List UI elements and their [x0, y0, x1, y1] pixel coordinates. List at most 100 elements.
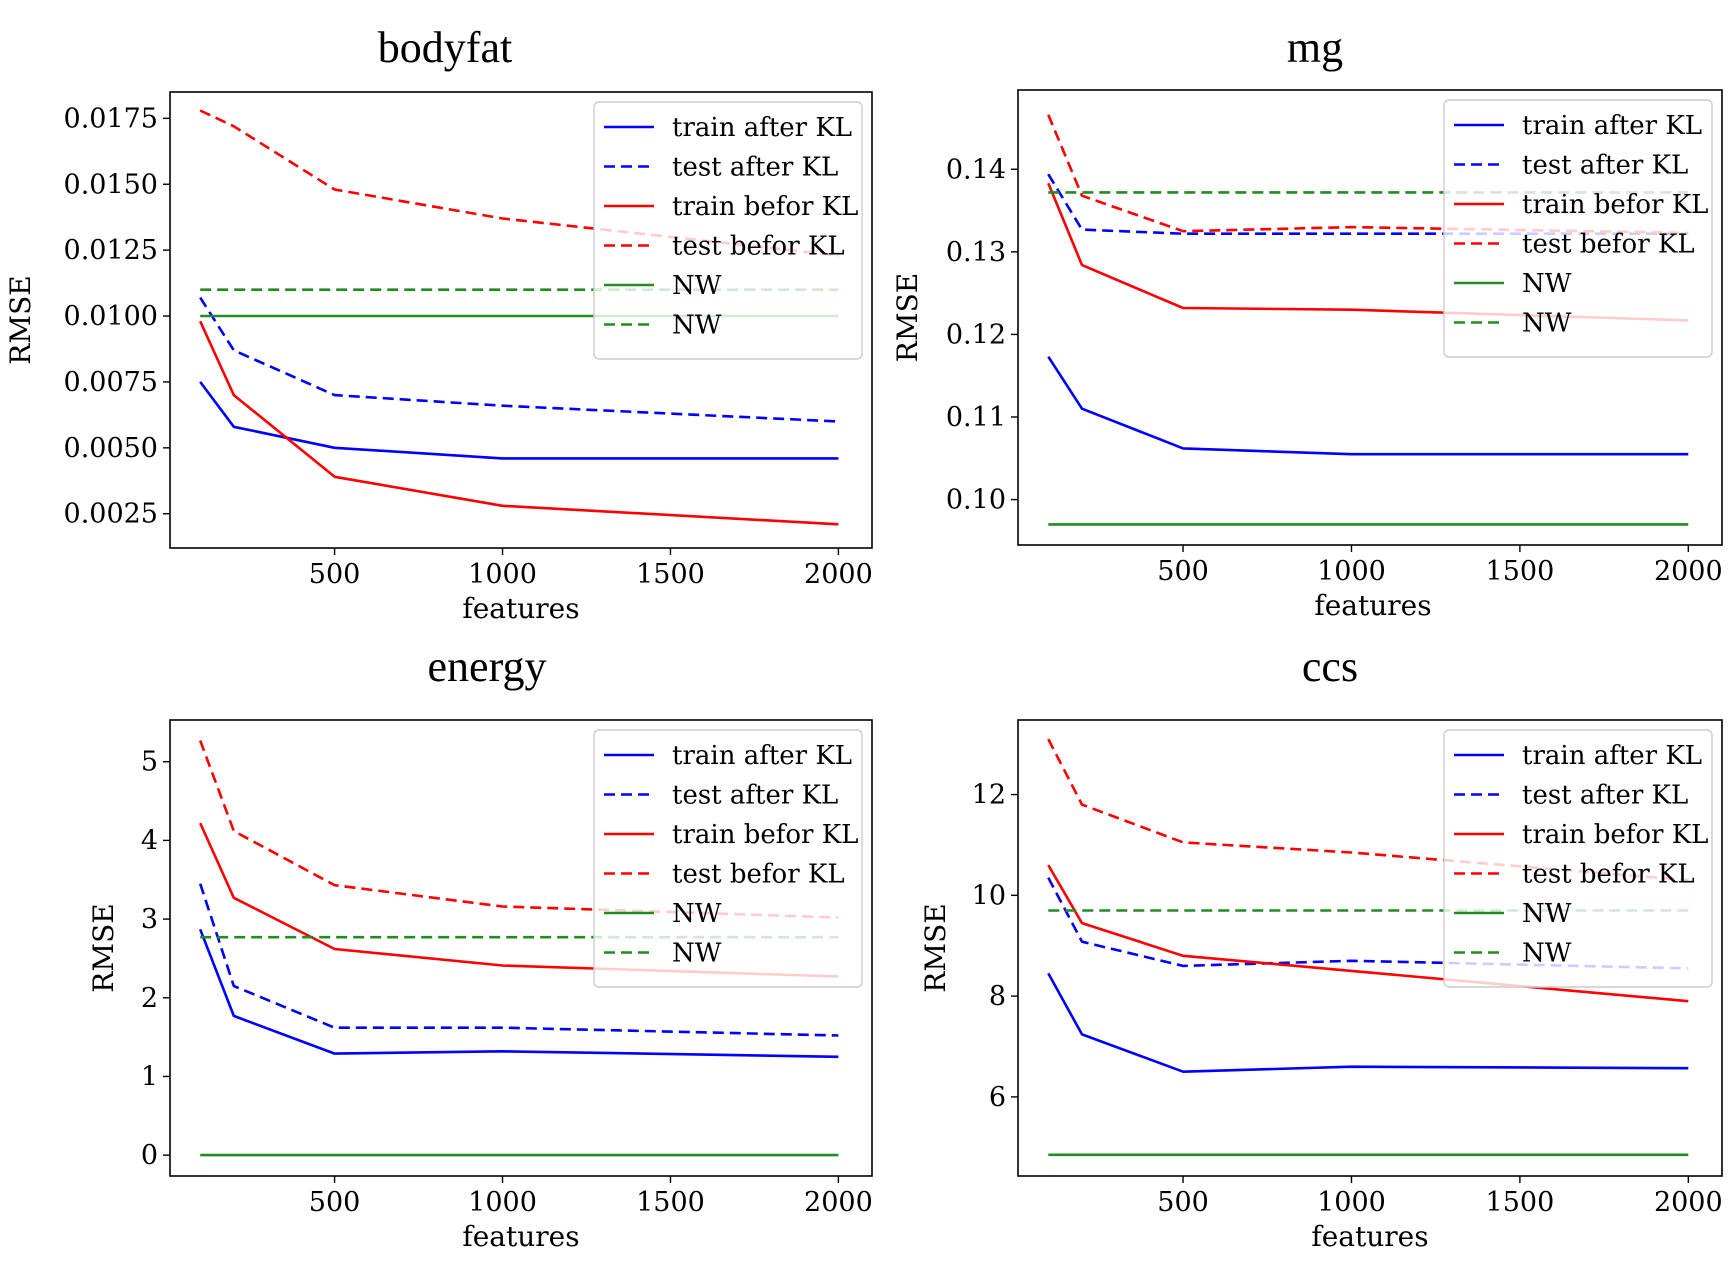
chart-energy: energy 500 1000 1500 2000 0 1 2 3 4 5 features RMSE t… — [87, 642, 873, 1253]
chart-title: ccs — [1302, 642, 1358, 691]
y-tick-label: 0.0025 — [64, 499, 158, 530]
legend-label: test after KL — [672, 781, 838, 811]
y-tick-label: 3 — [141, 904, 158, 935]
y-tick-label: 0.0125 — [64, 235, 158, 266]
x-tick-label: 1000 — [468, 559, 537, 590]
legend-label: train befor KL — [1522, 820, 1708, 850]
series-line-train-befor-kl — [199, 320, 839, 526]
legend: train after KL test after KL train befor K… — [593, 729, 863, 988]
x-tick-label: 1500 — [1486, 1187, 1555, 1218]
legend-label: train befor KL — [672, 820, 858, 850]
legend-label: NW — [672, 311, 722, 341]
legend-label: NW — [1522, 269, 1572, 299]
legend-label: test befor KL — [1522, 860, 1695, 890]
legend-box — [593, 101, 863, 360]
plot-frame — [1017, 719, 1723, 1177]
y-tick-label: 0.0100 — [64, 301, 158, 332]
plot-frame — [169, 719, 873, 1177]
legend-label: test befor KL — [1522, 230, 1695, 260]
x-tick-label: 1500 — [1486, 556, 1555, 587]
y-tick-label: 2 — [141, 983, 158, 1014]
x-tick-label: 500 — [1157, 556, 1209, 587]
y-tick-label: 0.0075 — [64, 367, 158, 398]
legend-label: NW — [1522, 939, 1572, 969]
y-tick-label: 6 — [989, 1082, 1006, 1113]
y-axis-label: RMSE — [87, 903, 120, 992]
legend-label: test befor KL — [672, 232, 845, 262]
chart-title: bodyfat — [378, 23, 512, 72]
series-line-train-after-kl — [1047, 972, 1689, 1073]
x-axis-label: features — [462, 592, 579, 625]
x-axis-label: features — [462, 1220, 579, 1253]
y-tick-label: 8 — [989, 981, 1006, 1012]
legend-box — [1443, 99, 1713, 358]
x-tick-label: 500 — [1157, 1187, 1209, 1218]
y-tick-label: 1 — [141, 1061, 158, 1092]
legend: train after KL test after KL train befor K… — [1443, 729, 1713, 988]
y-tick-label: 0.14 — [946, 154, 1006, 185]
x-axis-label: features — [1314, 589, 1431, 622]
legend: train after KL test after KL train befor K… — [1443, 99, 1713, 358]
legend: train after KL test after KL train befor K… — [593, 101, 863, 360]
legend-box — [593, 729, 863, 988]
legend-label: NW — [672, 939, 722, 969]
chart-ccs: ccs 500 1000 1500 2000 6 8 10 12 features RMSE trai… — [919, 642, 1723, 1253]
chart-mg: mg 500 1000 1500 2000 0.10 0.11 0.12 0.13 0.14 fea… — [891, 23, 1723, 622]
x-tick-label: 2000 — [1654, 556, 1723, 587]
y-tick-label: 12 — [972, 780, 1006, 811]
legend-label: train after KL — [1522, 741, 1702, 771]
y-tick-label: 0.11 — [946, 402, 1006, 433]
y-tick-label: 0.12 — [946, 319, 1006, 350]
legend-label: test after KL — [1522, 151, 1688, 181]
chart-title: mg — [1287, 23, 1343, 72]
x-tick-label: 2000 — [804, 1187, 873, 1218]
series-line-test-after-kl-dashed — [199, 296, 839, 423]
series-line-test-befor-kl-dashed — [198, 740, 839, 919]
series-line-test-befor-kl-dashed — [199, 109, 839, 257]
x-tick-label: 2000 — [1654, 1187, 1723, 1218]
y-tick-label: 0.0175 — [64, 103, 158, 134]
series-line-train-after-kl — [199, 381, 839, 460]
plot-frame — [169, 91, 873, 549]
y-tick-label: 0.0050 — [64, 433, 158, 464]
x-tick-label: 2000 — [804, 559, 873, 590]
legend-label: test after KL — [672, 153, 838, 183]
legend-label: NW — [1522, 309, 1572, 339]
x-tick-label: 500 — [309, 559, 361, 590]
y-tick-label: 5 — [141, 747, 158, 778]
y-axis-label: RMSE — [919, 903, 952, 992]
x-axis-label: features — [1311, 1220, 1428, 1253]
legend-label: train befor KL — [672, 192, 858, 222]
legend-label: train befor KL — [1522, 190, 1708, 220]
series-line-train-after-kl — [198, 928, 839, 1059]
legend-label: train after KL — [672, 113, 852, 143]
series-line-train-after-kl — [1047, 355, 1689, 456]
legend-label: train after KL — [1522, 111, 1702, 141]
chart-title: energy — [428, 642, 547, 691]
y-axis-label: RMSE — [891, 273, 924, 362]
x-tick-label: 500 — [309, 1187, 361, 1218]
chart-bodyfat: bodyfat 500 1000 1500 2000 0.0025 0.0050 0.0075… — [4, 23, 873, 625]
y-tick-label: 0 — [141, 1140, 158, 1171]
legend-label: test after KL — [1522, 781, 1688, 811]
plot-frame — [1017, 89, 1723, 546]
legend-label: test befor KL — [672, 860, 845, 890]
y-axis-label: RMSE — [4, 275, 37, 364]
legend-label: NW — [672, 899, 722, 929]
x-tick-label: 1000 — [468, 1187, 537, 1218]
x-tick-label: 1000 — [1317, 1187, 1386, 1218]
x-tick-label: 1000 — [1317, 556, 1386, 587]
legend-box — [1443, 729, 1713, 988]
y-tick-label: 0.0150 — [64, 169, 158, 200]
y-tick-label: 0.13 — [946, 237, 1006, 268]
legend-label: NW — [672, 271, 722, 301]
series-line-test-after-kl-dashed — [1047, 877, 1689, 970]
legend-label: NW — [1522, 899, 1572, 929]
legend-label: train after KL — [672, 741, 852, 771]
series-line-test-after-kl-dashed — [198, 883, 839, 1037]
y-tick-label: 4 — [141, 825, 158, 856]
series-line-test-befor-kl-dashed — [1047, 114, 1689, 235]
y-tick-label: 0.10 — [946, 485, 1006, 516]
